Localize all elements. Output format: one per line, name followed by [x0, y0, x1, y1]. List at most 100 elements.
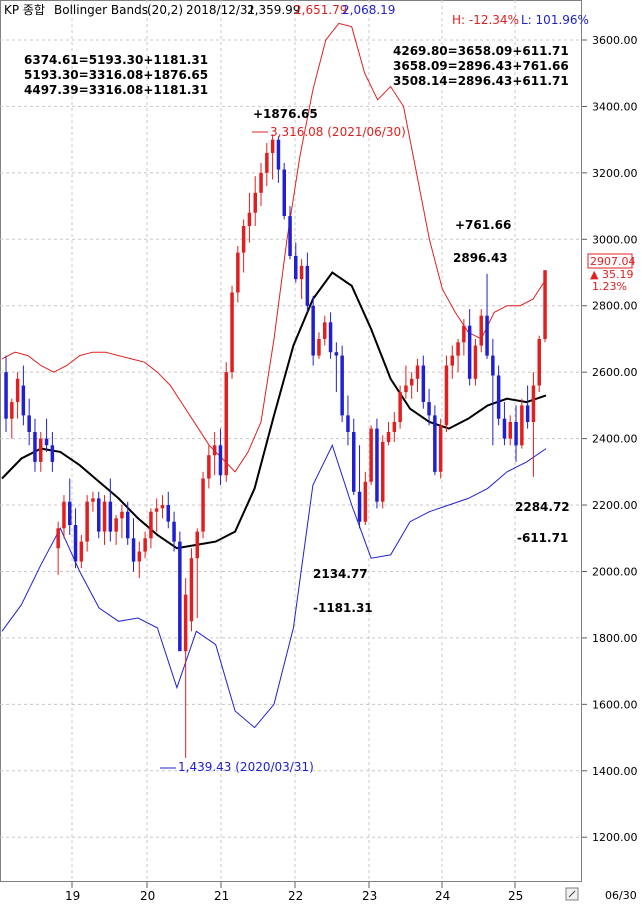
candle-body: [15, 378, 20, 403]
candle-body: [253, 192, 257, 213]
candle-body: [85, 501, 89, 542]
bands: [1, 22, 547, 729]
candle-body: [357, 491, 362, 522]
candle-body: [149, 511, 153, 539]
candle-body: [462, 325, 466, 343]
candle-body: [525, 405, 530, 422]
candle-body: [323, 322, 327, 339]
x-tick-label: 21: [214, 889, 229, 903]
candle-body: [270, 139, 275, 153]
plot-frame: [0, 0, 582, 882]
candle-body: [352, 432, 356, 492]
candle-body: [514, 422, 518, 446]
candle-body: [236, 252, 240, 293]
x-axis: 19 20 21 22 23 24 25: [65, 882, 523, 903]
candle-body: [433, 415, 437, 472]
candle-body: [328, 322, 333, 353]
candle-body: [172, 521, 176, 542]
expand-icon-arrow: [568, 890, 576, 898]
candle-body: [288, 216, 292, 256]
candle-body: [375, 428, 379, 502]
candle-body: [427, 402, 431, 416]
header-upper: 2,651.79: [294, 3, 347, 17]
candle-body: [450, 355, 454, 366]
candle-body: [247, 212, 252, 226]
candle-body: [369, 428, 373, 482]
candle-body: [201, 478, 205, 532]
candle-body: [50, 445, 55, 462]
candle-body: [491, 355, 495, 376]
candle-body: [282, 169, 286, 216]
candle-body: [531, 385, 536, 422]
header-lower: 2,068.19: [342, 3, 395, 17]
candle-body: [317, 339, 321, 356]
y-tick-label: 2000.00: [592, 565, 638, 578]
y-tick-label: 2800.00: [592, 300, 638, 313]
candle-body: [166, 505, 170, 522]
candle-body: [212, 445, 217, 456]
candle-body: [363, 481, 368, 522]
candle-body: [10, 402, 14, 419]
candle-body: [543, 270, 547, 339]
candle-body: [473, 345, 478, 379]
annot-top-left-2: 4497.39=3316.08+1181.31: [24, 83, 208, 97]
y-tick-label: 3200.00: [592, 167, 638, 180]
candle-body: [73, 525, 78, 562]
candle-body: [410, 378, 414, 386]
header-close: 2,359.99: [247, 3, 300, 17]
header-params: (20,2): [147, 3, 183, 17]
candle-body: [154, 508, 159, 512]
candle-body: [276, 139, 281, 170]
candle-body: [479, 315, 483, 346]
annot-low-label: 1,439.43 (2020/03/31): [178, 760, 314, 774]
candle-body: [137, 551, 142, 562]
annot-top-left-0: 6374.61=5193.30+1181.31: [24, 53, 208, 67]
candle-body: [502, 418, 507, 439]
annot-loss-1181: -1181.31: [313, 601, 373, 615]
current-price: 2907.04: [590, 255, 636, 268]
bottom-right-date: 06/30: [605, 889, 637, 902]
x-tick-label: 25: [508, 889, 523, 903]
lower-band: [1, 443, 547, 729]
candle-body: [207, 455, 211, 479]
x-tick-label: 23: [362, 889, 377, 903]
candle-body: [183, 594, 188, 652]
candle-body: [265, 152, 269, 173]
y-tick-label: 2400.00: [592, 433, 638, 446]
candle-body: [520, 405, 524, 446]
x-tick-label: 20: [140, 889, 155, 903]
y-tick-label: 1600.00: [592, 698, 638, 711]
header-low-pct: L: 101.96%: [521, 13, 589, 27]
header-date: 2018/12/31: [186, 3, 255, 17]
candle-body: [97, 498, 101, 532]
candle-body: [415, 365, 420, 379]
candle-body: [56, 528, 60, 549]
candle-body: [189, 558, 194, 622]
candle-body: [230, 292, 234, 373]
current-pct: 1.23%: [592, 280, 627, 293]
candle-body: [126, 511, 130, 539]
y-tick-label: 1800.00: [592, 632, 638, 645]
annot-val-2284: 2284.72: [515, 500, 570, 514]
candle-body: [334, 352, 339, 356]
candle-body: [346, 415, 350, 432]
y-tick-label: 1400.00: [592, 765, 638, 778]
candle-body: [398, 392, 402, 422]
current-price-box: [587, 253, 633, 269]
annot-gain-761: +761.66: [455, 218, 511, 232]
candle-body: [218, 445, 223, 476]
annot-peak-gain: +1876.65: [253, 107, 318, 121]
annot-val-2896: 2896.43: [453, 251, 508, 265]
candle-body: [114, 518, 118, 532]
candle-body: [381, 441, 385, 502]
candle-body: [444, 365, 449, 426]
x-tick-label: 22: [288, 889, 303, 903]
candle-body: [21, 385, 26, 416]
candle-body: [102, 501, 107, 532]
candle-body: [421, 365, 426, 402]
y-tick-label: 3000.00: [592, 233, 638, 246]
candle-body: [294, 255, 298, 280]
candle-body: [44, 438, 49, 446]
candle-body: [33, 432, 37, 462]
